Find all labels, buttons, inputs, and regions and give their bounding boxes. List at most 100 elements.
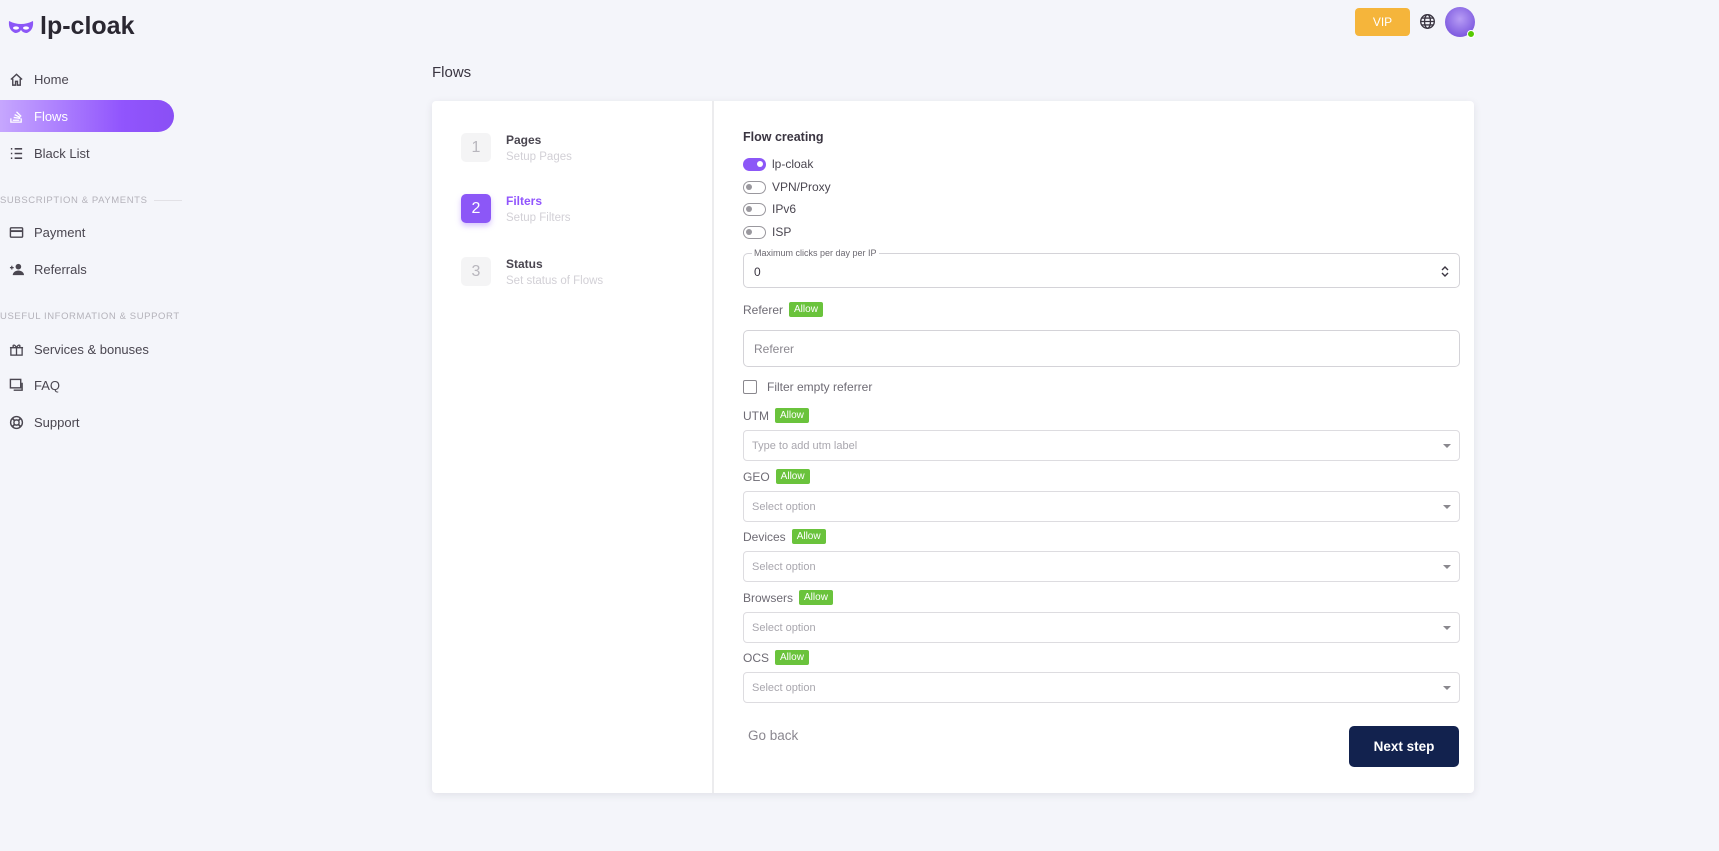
sidebar-item-services-bonuses[interactable]: Services & bonuses <box>0 333 174 365</box>
step-title: Status <box>506 257 543 271</box>
sidebar-item-flows[interactable]: Flows <box>0 100 174 132</box>
faq-icon <box>9 378 23 391</box>
sidebar-item-payment[interactable]: Payment <box>0 216 174 248</box>
caret-down-icon <box>1443 504 1451 509</box>
max-clicks-input[interactable]: Maximum clicks per day per IP 0 <box>743 248 1460 288</box>
sidebar-item-support[interactable]: Support <box>0 406 174 438</box>
step-number: 1 <box>461 133 491 162</box>
browsers-label: Browsers <box>743 590 794 605</box>
sidebar-item-label: Services & bonuses <box>34 341 149 357</box>
step-filters[interactable]: 2 Filters Setup Filters <box>461 194 571 224</box>
sidebar-item-faq[interactable]: FAQ <box>0 369 174 401</box>
toggle-switch[interactable] <box>743 202 766 216</box>
stepper-divider <box>712 101 714 793</box>
ocs-placeholder: Select option <box>752 681 816 694</box>
section-subscription-payments: SUBSCRIPTION & PAYMENTS <box>0 195 182 206</box>
sidebar-item-label: Flows <box>34 108 68 124</box>
ocs-select[interactable]: Select option <box>743 672 1460 703</box>
caret-down-icon <box>1443 443 1451 448</box>
sidebar-item-label: Black List <box>34 145 90 161</box>
sidebar-item-label: Support <box>34 414 80 430</box>
toggle-switch[interactable] <box>743 157 766 171</box>
step-subtitle: Setup Pages <box>506 151 572 163</box>
geo-label-row: GEO Allow <box>743 469 1460 484</box>
ocs-allow-badge[interactable]: Allow <box>775 650 809 665</box>
referer-label: Referer <box>743 302 784 317</box>
online-status-dot <box>1467 30 1475 38</box>
step-number: 3 <box>461 257 491 286</box>
utm-label: UTM <box>743 408 769 423</box>
section-useful-information: USEFUL INFORMATION & SUPPORT <box>0 311 180 322</box>
home-icon <box>10 72 23 86</box>
max-clicks-label: Maximum clicks per day per IP <box>752 248 879 258</box>
globe-icon[interactable] <box>1419 13 1436 30</box>
caret-down-icon <box>1443 625 1451 630</box>
filter-empty-referrer-checkbox[interactable] <box>743 380 757 394</box>
sidebar-item-label: Home <box>34 71 69 87</box>
gift-icon <box>9 344 24 356</box>
brand-name: lp-cloak <box>40 12 135 40</box>
sidebar-item-home[interactable]: Home <box>0 63 174 95</box>
section-label: USEFUL INFORMATION & SUPPORT <box>0 311 180 322</box>
user-star-icon <box>9 263 24 275</box>
referer-input[interactable]: Referer <box>743 330 1460 367</box>
geo-select[interactable]: Select option <box>743 491 1460 522</box>
toggle-label: VPN/Proxy <box>772 180 831 194</box>
credit-card-icon <box>9 226 24 238</box>
max-clicks-value: 0 <box>754 265 761 279</box>
toggle-switch[interactable] <box>743 225 766 239</box>
devices-allow-badge[interactable]: Allow <box>791 529 826 544</box>
toggle-vpn-proxy[interactable]: VPN/Proxy <box>743 180 1460 194</box>
form-heading: Flow creating <box>743 130 824 144</box>
step-status[interactable]: 3 Status Set status of Flows <box>461 257 603 287</box>
geo-allow-badge[interactable]: Allow <box>775 469 810 484</box>
sidebar-item-label: FAQ <box>34 377 61 393</box>
ocs-label: OCS <box>743 650 770 665</box>
utm-select[interactable]: Type to add utm label <box>743 430 1460 461</box>
lifebuoy-icon <box>9 415 24 429</box>
step-subtitle: Set status of Flows <box>506 275 604 287</box>
referer-allow-badge[interactable]: Allow <box>789 302 823 317</box>
checkbox-label: Filter empty referrer <box>767 380 873 394</box>
toggle-ipv6[interactable]: IPv6 <box>743 202 1460 216</box>
devices-placeholder: Select option <box>752 560 816 573</box>
geo-placeholder: Select option <box>752 500 816 513</box>
stepper-arrows-icon[interactable] <box>1441 265 1449 278</box>
vip-button[interactable]: VIP <box>1355 8 1410 36</box>
flow-wizard-card: 1 Pages Setup Pages 2 Filters Setup Filter… <box>432 101 1474 793</box>
section-divider <box>153 200 182 201</box>
browsers-label-row: Browsers Allow <box>743 590 1460 605</box>
logo[interactable]: lp-cloak <box>8 12 134 41</box>
toggle-lp-cloak[interactable]: lp-cloak <box>743 157 1460 171</box>
toggle-switch[interactable] <box>743 180 766 194</box>
devices-select[interactable]: Select option <box>743 551 1460 582</box>
sidebar-item-black-list[interactable]: Black List <box>0 137 174 169</box>
sidebar-item-referrals[interactable]: Referrals <box>0 253 174 285</box>
referer-label-row: Referer Allow <box>743 302 1460 317</box>
page-title: Flows <box>432 64 472 81</box>
step-number: 2 <box>461 194 491 223</box>
browsers-placeholder: Select option <box>752 621 816 634</box>
next-step-button[interactable]: Next step <box>1349 726 1459 767</box>
step-subtitle: Setup Filters <box>506 212 571 224</box>
utm-placeholder: Type to add utm label <box>752 439 858 452</box>
utm-allow-badge[interactable]: Allow <box>775 408 809 423</box>
go-back-button[interactable]: Go back <box>748 728 799 743</box>
list-icon <box>10 147 23 159</box>
ocs-label-row: OCS Allow <box>743 650 1460 665</box>
flows-icon <box>10 110 22 123</box>
toggle-label: IPv6 <box>772 202 797 216</box>
toggle-isp[interactable]: ISP <box>743 225 1460 239</box>
caret-down-icon <box>1443 685 1451 690</box>
step-title: Pages <box>506 133 542 147</box>
browsers-allow-badge[interactable]: Allow <box>799 590 833 605</box>
step-title: Filters <box>506 194 543 208</box>
filter-empty-referrer[interactable]: Filter empty referrer <box>743 380 1460 394</box>
toggle-label: ISP <box>772 225 792 239</box>
section-label: SUBSCRIPTION & PAYMENTS <box>0 195 148 206</box>
devices-label-row: Devices Allow <box>743 529 1460 544</box>
browsers-select[interactable]: Select option <box>743 612 1460 643</box>
utm-label-row: UTM Allow <box>743 408 1460 423</box>
step-pages[interactable]: 1 Pages Setup Pages <box>461 133 572 163</box>
caret-down-icon <box>1443 564 1451 569</box>
